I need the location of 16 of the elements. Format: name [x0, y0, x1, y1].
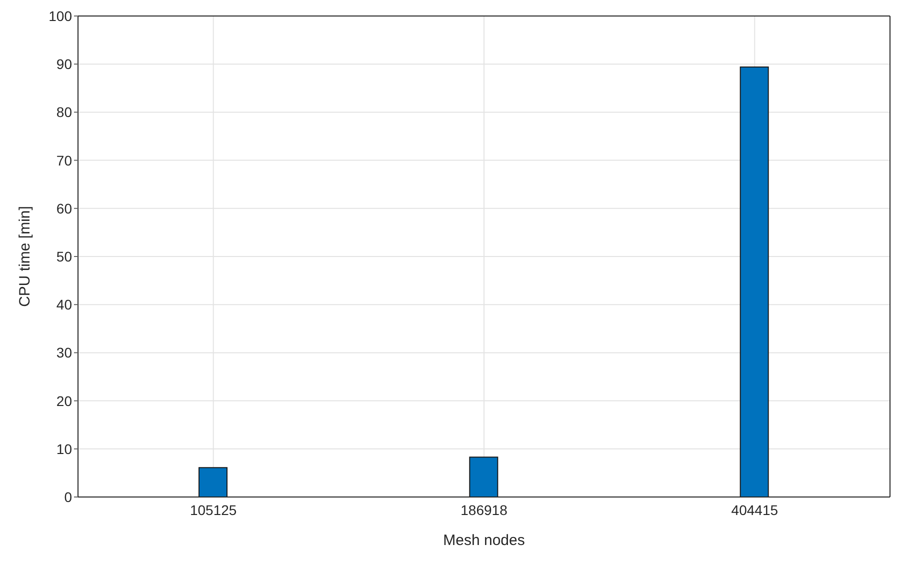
y-tick-label: 0 — [64, 488, 72, 505]
y-tick-label: 50 — [56, 248, 72, 264]
x-tick-label: 186918 — [460, 502, 508, 518]
y-tick-label: 100 — [48, 8, 72, 24]
y-tick-label: 60 — [56, 200, 72, 216]
y-axis-title: CPU time [min] — [16, 206, 34, 307]
y-tick-label: 70 — [56, 152, 72, 168]
x-tick-label: 105125 — [190, 502, 237, 518]
y-tick-label: 10 — [56, 440, 72, 457]
x-tick-label: 404415 — [731, 502, 778, 518]
y-tick-label: 30 — [56, 344, 72, 361]
x-axis-title: Mesh nodes — [443, 532, 525, 549]
y-tick-label: 20 — [56, 392, 72, 409]
y-tick-label: 80 — [56, 104, 72, 120]
y-tick-label: 90 — [56, 56, 72, 72]
y-tick-label: 40 — [56, 296, 72, 313]
